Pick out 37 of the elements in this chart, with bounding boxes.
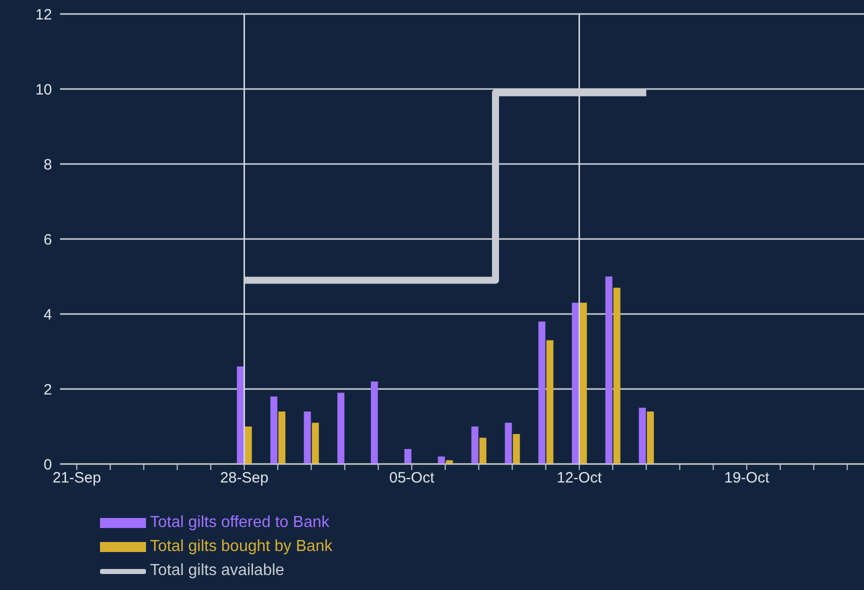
y-tick-label: 8 xyxy=(44,156,52,174)
legend-label: Total gilts available xyxy=(150,562,284,580)
bar xyxy=(370,382,378,464)
bar xyxy=(236,366,244,464)
y-tick-label: 0 xyxy=(44,456,52,474)
bar xyxy=(646,412,654,464)
y-tick-label: 6 xyxy=(44,231,52,248)
bar xyxy=(504,422,512,464)
x-tick-label: 19-Oct xyxy=(724,470,770,487)
bar xyxy=(312,422,319,464)
bar xyxy=(572,302,579,464)
x-tick-label: 28-Sep xyxy=(220,470,268,487)
y-tick-label: 10 xyxy=(35,81,52,98)
x-tick-label: 12-Oct xyxy=(556,470,603,487)
x-tick-label: 05-Oct xyxy=(389,470,436,487)
legend-label: Total gilts bought by Bank xyxy=(150,538,332,556)
bar xyxy=(638,408,646,464)
bar xyxy=(512,434,520,464)
bar xyxy=(244,426,252,464)
y-tick-label: 4 xyxy=(44,306,52,324)
bar xyxy=(471,426,478,464)
bar xyxy=(278,412,286,464)
bar xyxy=(538,322,546,464)
bar xyxy=(605,276,612,464)
y-tick-label: 2 xyxy=(44,381,52,398)
bar xyxy=(580,302,587,464)
bar xyxy=(404,449,412,464)
x-tick-label: 21-Sep xyxy=(52,470,101,487)
bar xyxy=(270,396,278,464)
bar xyxy=(304,412,311,464)
bar xyxy=(613,288,620,464)
bar xyxy=(479,438,486,464)
bar xyxy=(438,456,445,464)
bar xyxy=(337,392,344,464)
bar xyxy=(546,340,554,464)
legend-label: Total gilts offered to Bank xyxy=(150,514,330,532)
y-tick-label: 12 xyxy=(35,6,52,24)
